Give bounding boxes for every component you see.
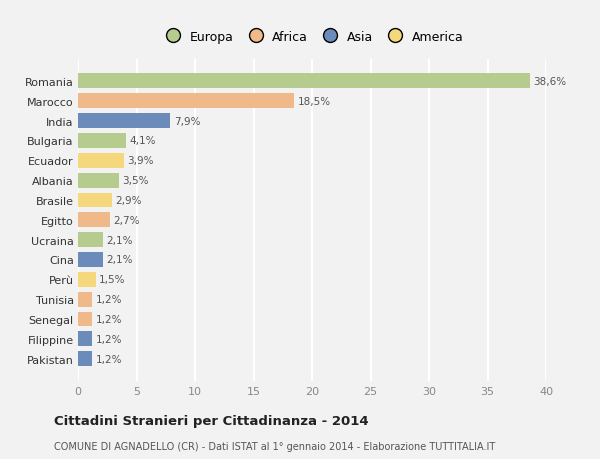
Text: 4,1%: 4,1% bbox=[130, 136, 156, 146]
Bar bbox=[78, 153, 124, 168]
Text: 1,2%: 1,2% bbox=[95, 354, 122, 364]
Text: 3,5%: 3,5% bbox=[122, 176, 149, 186]
Bar bbox=[78, 114, 170, 129]
Text: 3,9%: 3,9% bbox=[127, 156, 154, 166]
Legend: Europa, Africa, Asia, America: Europa, Africa, Asia, America bbox=[161, 31, 463, 44]
Text: 2,7%: 2,7% bbox=[113, 215, 140, 225]
Text: 1,5%: 1,5% bbox=[99, 275, 125, 285]
Bar bbox=[78, 292, 92, 307]
Text: 7,9%: 7,9% bbox=[174, 116, 200, 126]
Bar bbox=[78, 74, 530, 89]
Text: 38,6%: 38,6% bbox=[533, 77, 566, 87]
Text: 1,2%: 1,2% bbox=[95, 314, 122, 325]
Bar bbox=[78, 332, 92, 347]
Bar bbox=[78, 213, 110, 228]
Bar bbox=[78, 312, 92, 327]
Bar bbox=[78, 272, 95, 287]
Bar bbox=[78, 352, 92, 366]
Text: 1,2%: 1,2% bbox=[95, 295, 122, 304]
Text: COMUNE DI AGNADELLO (CR) - Dati ISTAT al 1° gennaio 2014 - Elaborazione TUTTITAL: COMUNE DI AGNADELLO (CR) - Dati ISTAT al… bbox=[54, 441, 495, 451]
Text: 2,1%: 2,1% bbox=[106, 255, 133, 265]
Text: 1,2%: 1,2% bbox=[95, 334, 122, 344]
Text: 18,5%: 18,5% bbox=[298, 96, 331, 106]
Bar bbox=[78, 174, 119, 188]
Text: Cittadini Stranieri per Cittadinanza - 2014: Cittadini Stranieri per Cittadinanza - 2… bbox=[54, 414, 368, 428]
Bar bbox=[78, 193, 112, 208]
Text: 2,1%: 2,1% bbox=[106, 235, 133, 245]
Bar bbox=[78, 252, 103, 267]
Bar bbox=[78, 94, 295, 109]
Text: 2,9%: 2,9% bbox=[115, 196, 142, 206]
Bar bbox=[78, 233, 103, 247]
Bar bbox=[78, 134, 126, 149]
